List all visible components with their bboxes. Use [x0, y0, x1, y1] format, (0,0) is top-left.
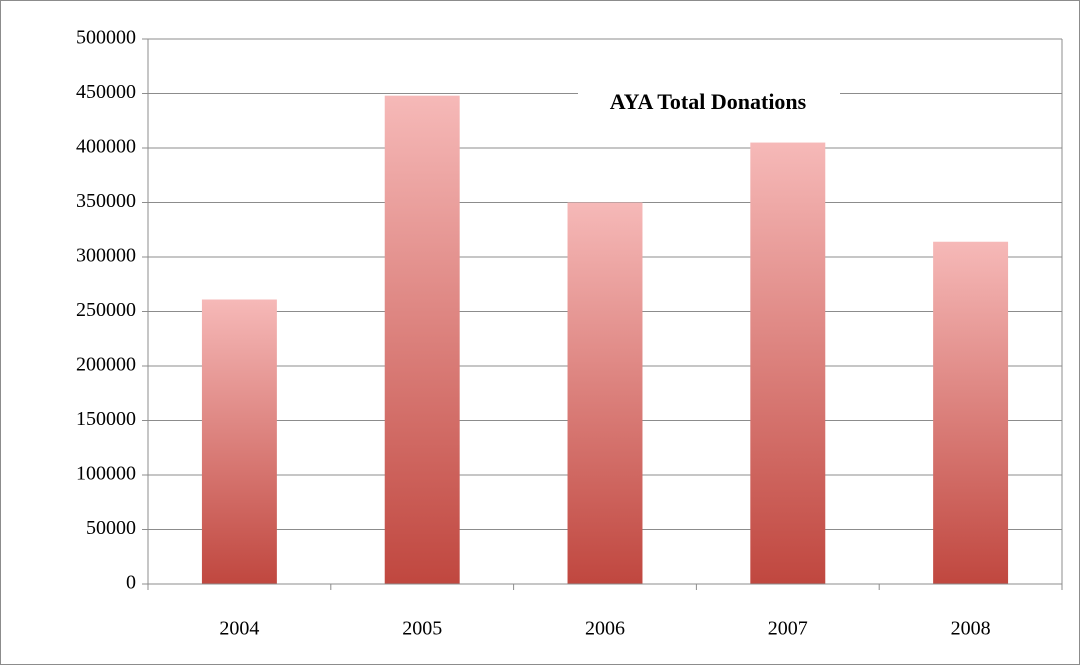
bar — [750, 142, 826, 585]
x-tick-label: 2005 — [402, 618, 442, 640]
y-tick-label: 300000 — [76, 245, 136, 267]
x-tick-label: 2006 — [585, 618, 625, 640]
y-tick-label: 400000 — [76, 136, 136, 158]
y-tick-label: 450000 — [76, 81, 136, 103]
bar — [384, 95, 460, 585]
y-tick-label: 0 — [126, 572, 136, 594]
bar — [201, 299, 277, 584]
chart-title: AYA Total Donations — [610, 89, 807, 114]
x-tick-label: 2008 — [951, 618, 991, 640]
bar — [933, 241, 1009, 585]
y-tick-label: 50000 — [86, 517, 136, 539]
bar — [567, 202, 643, 584]
y-tick-label: 200000 — [76, 354, 136, 376]
y-tick-label: 250000 — [76, 299, 136, 321]
x-tick-label: 2004 — [219, 618, 259, 640]
title-box — [578, 82, 840, 126]
y-tick-label: 500000 — [76, 27, 136, 49]
y-tick-label: 100000 — [76, 463, 136, 485]
y-tick-label: 350000 — [76, 190, 136, 212]
y-tick-label: 150000 — [76, 408, 136, 430]
x-tick-label: 2007 — [768, 618, 808, 640]
